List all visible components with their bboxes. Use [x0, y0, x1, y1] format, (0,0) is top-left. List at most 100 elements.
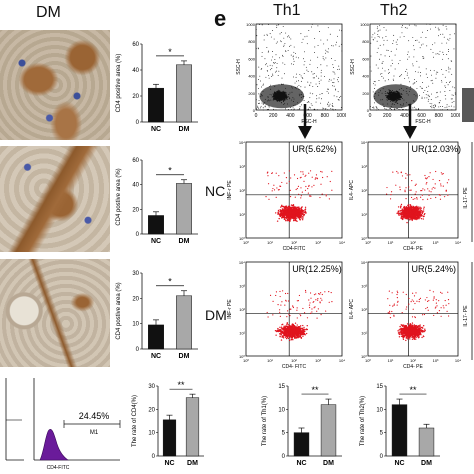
y-tick-label: 20 — [148, 407, 155, 413]
y-tick-label: 10⁰ — [239, 236, 245, 241]
plot-frame — [367, 261, 459, 357]
y-tick-label: 20 — [132, 94, 139, 100]
plot-xlabel: CD4- PE — [403, 246, 423, 252]
arrow-down-th1 — [298, 104, 312, 139]
x-tick-label: 10⁰ — [243, 240, 249, 245]
x-tick-label: 10² — [410, 240, 416, 245]
x-tick-label: 0 — [255, 113, 258, 119]
y-tick-label: 10 — [376, 407, 383, 413]
y-tick-label: 10⁴ — [361, 140, 367, 145]
y-tick-label: 10⁰ — [239, 354, 245, 359]
category-label: DM — [179, 238, 190, 245]
y-tick-label: 40 — [132, 183, 139, 189]
y-tick-label: 10³ — [239, 164, 245, 169]
chart-ylabel: The rate of Th1(%) — [262, 396, 268, 446]
y-tick-label: 10⁰ — [361, 236, 367, 241]
upper-right-percent: UR(5.62%) — [292, 144, 337, 154]
x-tick-label: 10⁴ — [339, 240, 345, 245]
bar-dm — [176, 183, 192, 235]
bar-dm — [320, 404, 337, 457]
group-label-dm: DM — [36, 4, 61, 21]
x-tick-label: 800 — [435, 113, 444, 119]
category-label: NC — [296, 460, 306, 467]
y-tick-label: 0 — [136, 347, 140, 353]
chart-ylabel: CD4 postive area (%) — [116, 168, 122, 225]
row-label-nc: NC — [205, 183, 226, 199]
chart-ylabel: CD4 positive area (%) — [116, 54, 122, 113]
y-tick-label: 800 — [248, 39, 255, 44]
y-tick-label: 0 — [152, 454, 156, 460]
category-label: NC — [151, 238, 161, 245]
y-tick-label: 400 — [362, 74, 369, 79]
significance-mark: ** — [409, 385, 417, 395]
plot-frame — [245, 141, 343, 239]
plot-xlabel: FSC-H — [415, 119, 431, 124]
y-tick-label: 30 — [148, 384, 155, 390]
ihc-micrograph-2 — [0, 146, 110, 252]
x-tick-label: 10³ — [433, 358, 439, 363]
category-label: NC — [151, 353, 161, 360]
plot-ylabel: SSC-H — [236, 59, 242, 75]
bar-dm — [185, 397, 200, 457]
plot-ylabel: INF-r PE — [227, 299, 233, 319]
category-label: NC — [164, 460, 174, 467]
x-tick-label: 1000 — [450, 113, 460, 119]
y-tick-label: 10⁴ — [239, 140, 245, 145]
dense-gate — [259, 84, 305, 109]
x-tick-label: 800 — [321, 113, 330, 119]
y-tick-label: 400 — [248, 74, 255, 79]
bar-chart-th2-rate: The rate of Th2(%) 0 5 10 15 NC DM ** — [360, 384, 440, 467]
y-tick-label: 10¹ — [239, 212, 245, 217]
event-cloud — [386, 170, 450, 224]
event-cloud — [265, 170, 333, 223]
bar-chart-cd4-1: CD4 positive area (%) 0 20 40 60 NC DM * — [116, 42, 198, 133]
plot-xlabel: CD4- FITC — [282, 364, 307, 370]
fsc-ssc-plot-th1: SSC-H 0 200 400 600 800 1000 0 200 400 600 800 1000 F… — [236, 22, 346, 124]
x-tick-label: 400 — [286, 113, 295, 119]
event-cloud — [387, 289, 450, 342]
plot-ylabel: IL4- APC — [349, 299, 355, 319]
y-tick-label: 200 — [248, 91, 255, 96]
x-tick-label: 10² — [291, 240, 297, 245]
fsc-ssc-plot-th2: SSC-H 0 200 400 600 800 1000 0 200 400 600 800 1000 F… — [350, 22, 460, 124]
quadrant-plot-partial-dm: IL-17- PE — [463, 262, 473, 360]
significance-mark: ** — [311, 385, 319, 395]
category-label: DM — [179, 126, 190, 133]
x-tick-label: 10³ — [315, 358, 321, 363]
histogram-peak — [39, 429, 69, 461]
plot-xlabel: FSC-H — [301, 119, 317, 124]
bar-dm — [176, 295, 192, 350]
y-tick-label: 5 — [380, 431, 384, 437]
y-tick-label: 10² — [361, 188, 367, 193]
significance-mark: ** — [177, 380, 185, 390]
flow-histogram-nc-partial — [5, 378, 24, 461]
category-label: DM — [421, 460, 432, 467]
x-tick-label: 10² — [410, 358, 416, 363]
y-tick-label: 15 — [278, 384, 285, 390]
y-tick-label: 10 — [148, 431, 155, 437]
y-tick-label: 10 — [278, 407, 285, 413]
x-tick-label: 400 — [400, 113, 409, 119]
y-tick-label: 15 — [376, 384, 383, 390]
x-tick-label: 1000 — [336, 113, 346, 119]
y-tick-label: 200 — [362, 91, 369, 96]
plot-ylabel: INF-r PE — [227, 180, 233, 200]
y-tick-label: 1000 — [246, 22, 256, 27]
x-tick-label: 10⁴ — [455, 358, 461, 363]
chart-ylabel: The rate of CD4(%) — [132, 395, 138, 447]
y-tick-label: 600 — [362, 56, 369, 61]
y-tick-label: 0 — [367, 108, 370, 113]
plot-xlabel: CD4- PE — [403, 364, 423, 370]
plot-xlabel: CD4-FITC — [283, 246, 306, 252]
category-label: NC — [394, 460, 404, 467]
x-tick-label: 600 — [417, 113, 426, 119]
bar-dm — [418, 427, 435, 457]
x-tick-label: 200 — [269, 113, 278, 119]
col-title-th1: Th1 — [273, 2, 301, 19]
bar-chart-th1-rate: The rate of Th1(%) 0 5 10 15 NC DM ** — [262, 384, 342, 467]
plot-frame — [367, 141, 459, 239]
x-tick-label: 10⁴ — [339, 358, 345, 363]
x-tick-label: 10⁰ — [365, 240, 371, 245]
dense-gate — [373, 84, 419, 109]
